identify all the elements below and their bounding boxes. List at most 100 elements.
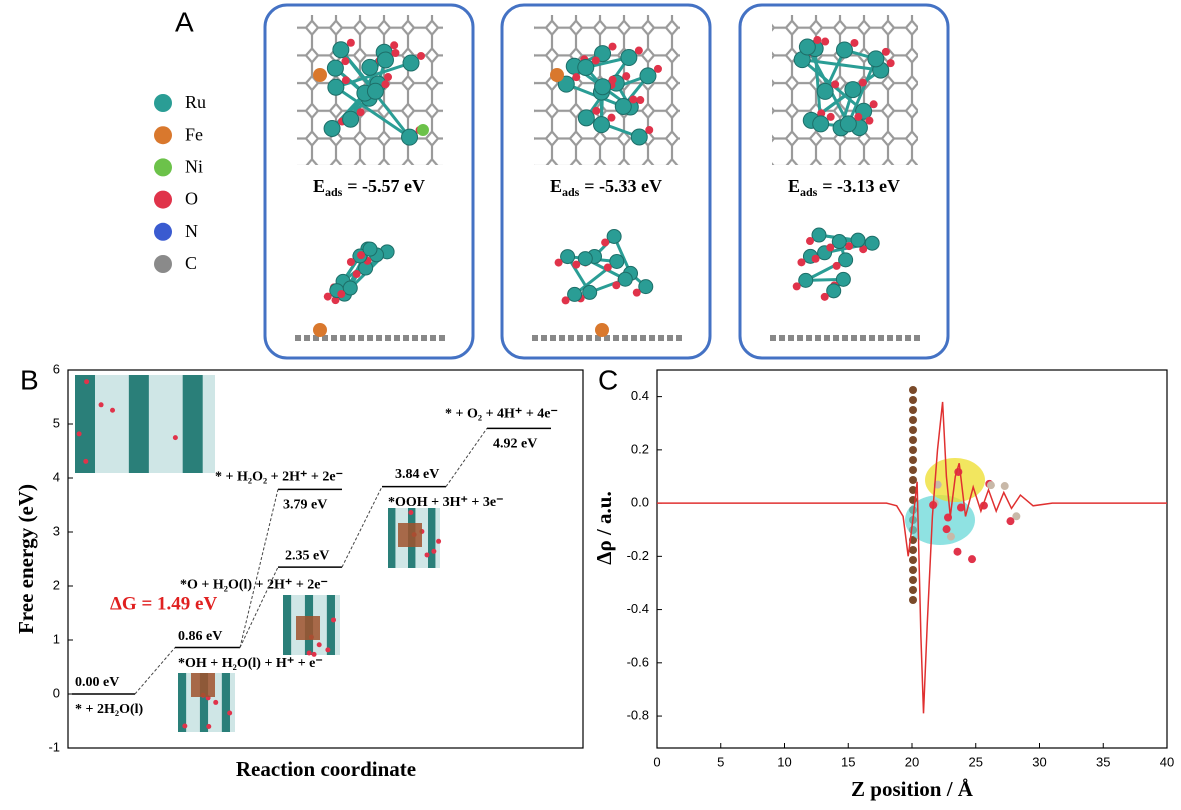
atom <box>357 251 366 260</box>
atom <box>609 253 625 269</box>
atom <box>942 525 951 534</box>
atom <box>798 272 814 288</box>
atom <box>845 242 854 251</box>
y-tick-label: -0.6 <box>627 654 649 669</box>
atom <box>313 323 327 337</box>
adsorption-energy: Eads = -3.13 eV <box>788 176 900 199</box>
y-tick-label: 0.2 <box>631 441 649 456</box>
structure-inset <box>283 595 292 655</box>
atom <box>839 115 857 133</box>
atom <box>792 282 801 291</box>
atom <box>909 426 917 434</box>
atom <box>608 42 617 51</box>
atom <box>594 45 612 63</box>
atom <box>817 109 826 118</box>
structure-inset <box>428 508 436 568</box>
atom <box>797 258 806 267</box>
atom <box>577 58 595 76</box>
y-tick-label: -0.8 <box>627 707 649 722</box>
energy-symbol: E <box>788 176 800 196</box>
atom <box>909 446 917 454</box>
y-tick-label: 1 <box>53 631 60 646</box>
atom <box>645 125 654 134</box>
atom <box>909 586 917 594</box>
level-species: *OOH + 3H⁺ + 3e⁻ <box>388 495 504 510</box>
atom <box>630 128 648 146</box>
atom <box>812 115 830 133</box>
atom <box>325 647 331 653</box>
atom <box>850 232 866 248</box>
panel-label: C <box>598 364 618 395</box>
level-value-label: 0.86 eV <box>178 629 222 644</box>
atom <box>592 116 610 134</box>
level-species: * + 2H₂O(l) <box>75 702 144 717</box>
atom <box>909 466 917 474</box>
atom <box>391 49 400 58</box>
adsorbate <box>191 673 215 697</box>
atom <box>831 80 840 89</box>
atom <box>909 596 917 604</box>
atom <box>606 228 622 244</box>
connector <box>445 428 488 487</box>
energy-subscript: ads <box>325 185 343 199</box>
atom <box>327 78 345 96</box>
atom <box>826 283 842 299</box>
atom <box>557 75 575 93</box>
panel-label: A <box>175 6 194 37</box>
atom <box>366 82 384 100</box>
level-species: *OH + H₂O(l) + H⁺ + e⁻ <box>178 656 323 671</box>
atom <box>867 50 885 68</box>
atom <box>323 119 341 137</box>
atom <box>560 249 576 265</box>
y-tick-label: 0 <box>53 685 60 700</box>
legend-label: Fe <box>185 124 203 144</box>
atom <box>909 476 917 484</box>
atom <box>832 261 841 270</box>
atom <box>227 710 233 716</box>
atom <box>638 279 654 295</box>
atom <box>313 68 327 82</box>
legend-swatch <box>154 158 172 177</box>
legend-swatch <box>154 255 172 273</box>
atom <box>172 435 178 441</box>
y-axis-label: Δρ / a.u. <box>592 491 616 564</box>
atom <box>436 538 442 544</box>
y-tick-label: -0.4 <box>627 601 649 616</box>
line-series <box>657 401 1167 714</box>
atom <box>636 96 645 105</box>
atom <box>909 396 917 404</box>
atom <box>968 555 977 564</box>
atom <box>332 41 350 59</box>
level-species: * + O₂ + 4H⁺ + 4e⁻ <box>445 407 558 422</box>
atom <box>632 288 641 297</box>
atom <box>408 510 414 516</box>
legend-label: Ru <box>185 92 206 112</box>
atom <box>346 38 355 47</box>
panel-label: B <box>20 364 39 395</box>
x-axis-label: Reaction coordinate <box>236 757 416 781</box>
atom <box>362 241 378 257</box>
legend-label: N <box>185 221 198 241</box>
x-axis-label: Z position / Å <box>851 777 974 801</box>
level-value-label: 0.00 eV <box>75 675 119 690</box>
atom <box>577 251 593 267</box>
atom <box>821 37 830 46</box>
atom <box>909 386 917 394</box>
atom <box>946 532 955 541</box>
atom <box>306 650 312 656</box>
atom <box>909 566 917 574</box>
connector <box>341 486 383 568</box>
atom <box>838 252 854 268</box>
structure-inset <box>128 375 149 473</box>
legend-swatch <box>154 126 172 145</box>
atom <box>859 245 868 254</box>
atom <box>402 54 420 72</box>
energy-symbol: E <box>550 176 562 196</box>
atom <box>98 402 104 408</box>
x-tick-label: 5 <box>717 754 724 769</box>
legend-swatch <box>154 190 172 209</box>
atom <box>820 292 829 301</box>
atom <box>337 290 346 299</box>
adsorption-energy: Eads = -5.33 eV <box>550 176 662 199</box>
adsorbate <box>296 616 320 640</box>
